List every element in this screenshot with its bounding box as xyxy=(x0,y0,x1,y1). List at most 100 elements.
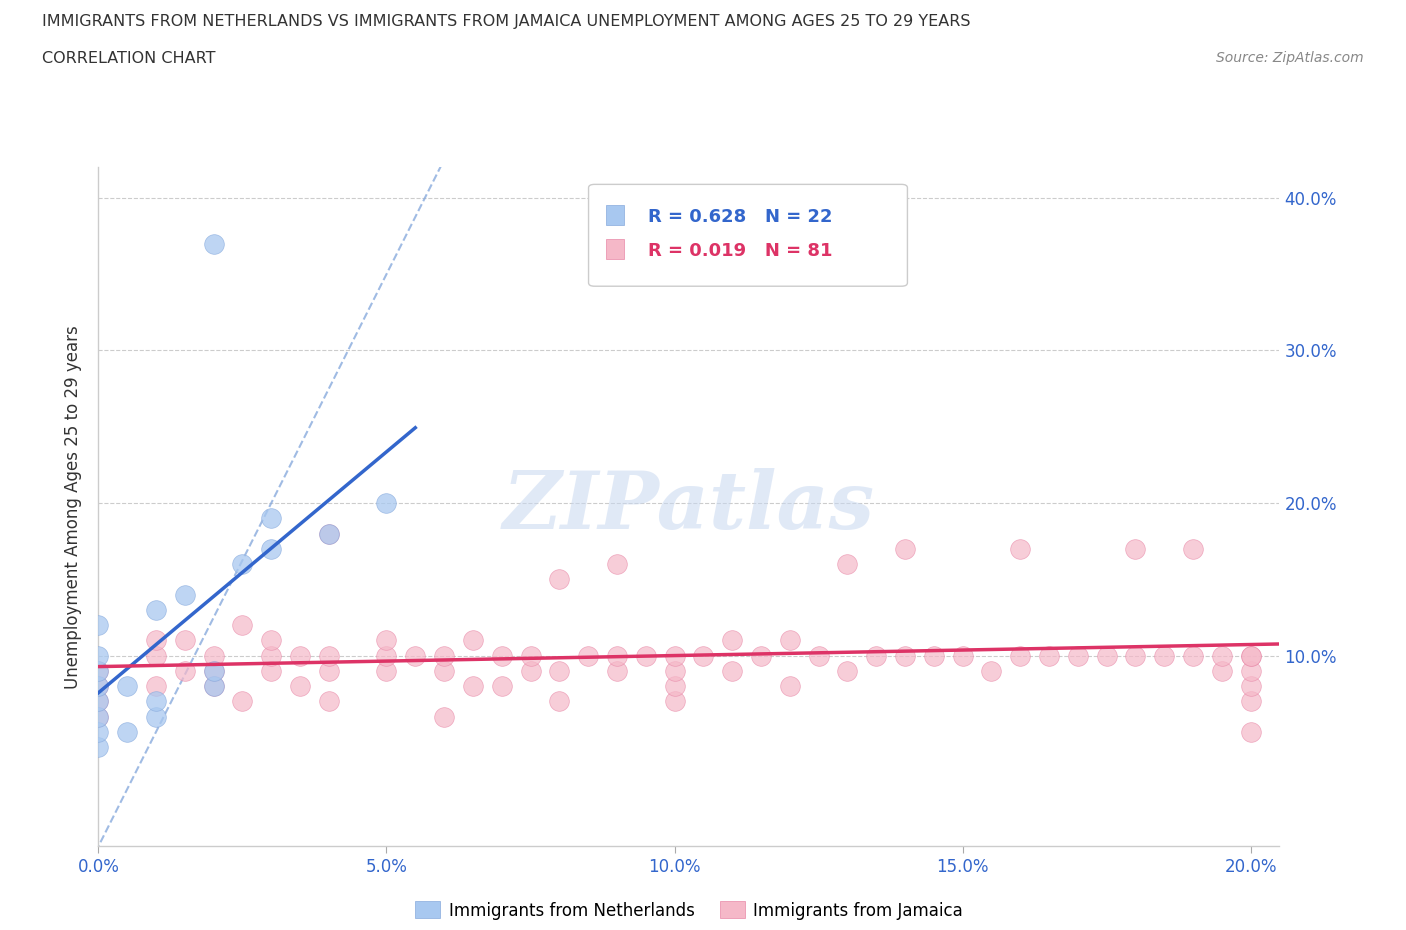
Point xyxy=(260,541,283,556)
Point xyxy=(461,679,484,694)
Text: R = 0.628   N = 22: R = 0.628 N = 22 xyxy=(648,208,832,226)
Point xyxy=(145,633,167,648)
Point xyxy=(1010,541,1032,556)
Point xyxy=(87,710,110,724)
Point xyxy=(664,663,686,678)
Point xyxy=(375,633,398,648)
Point xyxy=(260,663,283,678)
Point xyxy=(318,526,340,541)
Point xyxy=(318,526,340,541)
Point xyxy=(952,648,974,663)
Point xyxy=(519,663,541,678)
Point xyxy=(115,724,138,739)
Point xyxy=(1240,663,1263,678)
Point xyxy=(664,694,686,709)
Point xyxy=(548,572,571,587)
Point xyxy=(87,724,110,739)
Point xyxy=(288,679,311,694)
Point xyxy=(231,618,253,632)
Point xyxy=(461,633,484,648)
Point xyxy=(779,679,801,694)
Point xyxy=(202,236,225,251)
Y-axis label: Unemployment Among Ages 25 to 29 years: Unemployment Among Ages 25 to 29 years xyxy=(65,325,83,689)
Point xyxy=(404,648,426,663)
Text: CORRELATION CHART: CORRELATION CHART xyxy=(42,51,215,66)
Point xyxy=(1182,541,1205,556)
Point xyxy=(721,663,744,678)
Point xyxy=(1211,663,1233,678)
Point xyxy=(115,679,138,694)
Point xyxy=(837,663,859,678)
Point xyxy=(288,648,311,663)
Point xyxy=(260,648,283,663)
Point xyxy=(1067,648,1090,663)
Point xyxy=(260,511,283,525)
Bar xyxy=(606,239,624,259)
Text: R = 0.019   N = 81: R = 0.019 N = 81 xyxy=(648,242,832,260)
Text: Source: ZipAtlas.com: Source: ZipAtlas.com xyxy=(1216,51,1364,65)
Point xyxy=(375,663,398,678)
Point xyxy=(87,710,110,724)
Point xyxy=(1010,648,1032,663)
Point xyxy=(145,603,167,618)
Point xyxy=(87,648,110,663)
Point xyxy=(318,648,340,663)
Point xyxy=(1153,648,1175,663)
Point xyxy=(1095,648,1118,663)
Point xyxy=(837,557,859,572)
Point xyxy=(980,663,1002,678)
Point xyxy=(1240,679,1263,694)
Legend: Immigrants from Netherlands, Immigrants from Jamaica: Immigrants from Netherlands, Immigrants … xyxy=(409,895,969,926)
Point xyxy=(173,633,195,648)
Point xyxy=(433,648,456,663)
Point xyxy=(1240,648,1263,663)
Point xyxy=(260,633,283,648)
Point xyxy=(519,648,541,663)
Point xyxy=(779,633,801,648)
Point xyxy=(145,648,167,663)
Point xyxy=(548,694,571,709)
Point xyxy=(807,648,830,663)
Point xyxy=(231,694,253,709)
Point xyxy=(202,679,225,694)
Point xyxy=(1125,541,1147,556)
Point xyxy=(692,648,714,663)
Point xyxy=(202,648,225,663)
Point xyxy=(576,648,599,663)
Point xyxy=(231,557,253,572)
Point xyxy=(375,648,398,663)
Point xyxy=(318,694,340,709)
Point xyxy=(664,679,686,694)
Point xyxy=(87,694,110,709)
Point xyxy=(634,648,657,663)
Point xyxy=(491,679,513,694)
Point xyxy=(1125,648,1147,663)
Point xyxy=(894,648,917,663)
Point xyxy=(202,663,225,678)
Text: ZIPatlas: ZIPatlas xyxy=(503,468,875,546)
Point xyxy=(433,710,456,724)
Point xyxy=(87,739,110,754)
Point xyxy=(1240,648,1263,663)
Point xyxy=(87,663,110,678)
Point xyxy=(375,496,398,511)
Point xyxy=(922,648,945,663)
Point xyxy=(318,663,340,678)
Point xyxy=(145,679,167,694)
Point xyxy=(491,648,513,663)
Point xyxy=(87,679,110,694)
Point xyxy=(87,618,110,632)
Point xyxy=(1240,694,1263,709)
Point xyxy=(865,648,887,663)
Point xyxy=(894,541,917,556)
Point xyxy=(202,679,225,694)
Point xyxy=(749,648,772,663)
Point xyxy=(1182,648,1205,663)
Point xyxy=(664,648,686,663)
Point xyxy=(173,663,195,678)
FancyBboxPatch shape xyxy=(589,184,907,286)
Point xyxy=(548,663,571,678)
Point xyxy=(1211,648,1233,663)
Point xyxy=(606,557,628,572)
Point xyxy=(721,633,744,648)
